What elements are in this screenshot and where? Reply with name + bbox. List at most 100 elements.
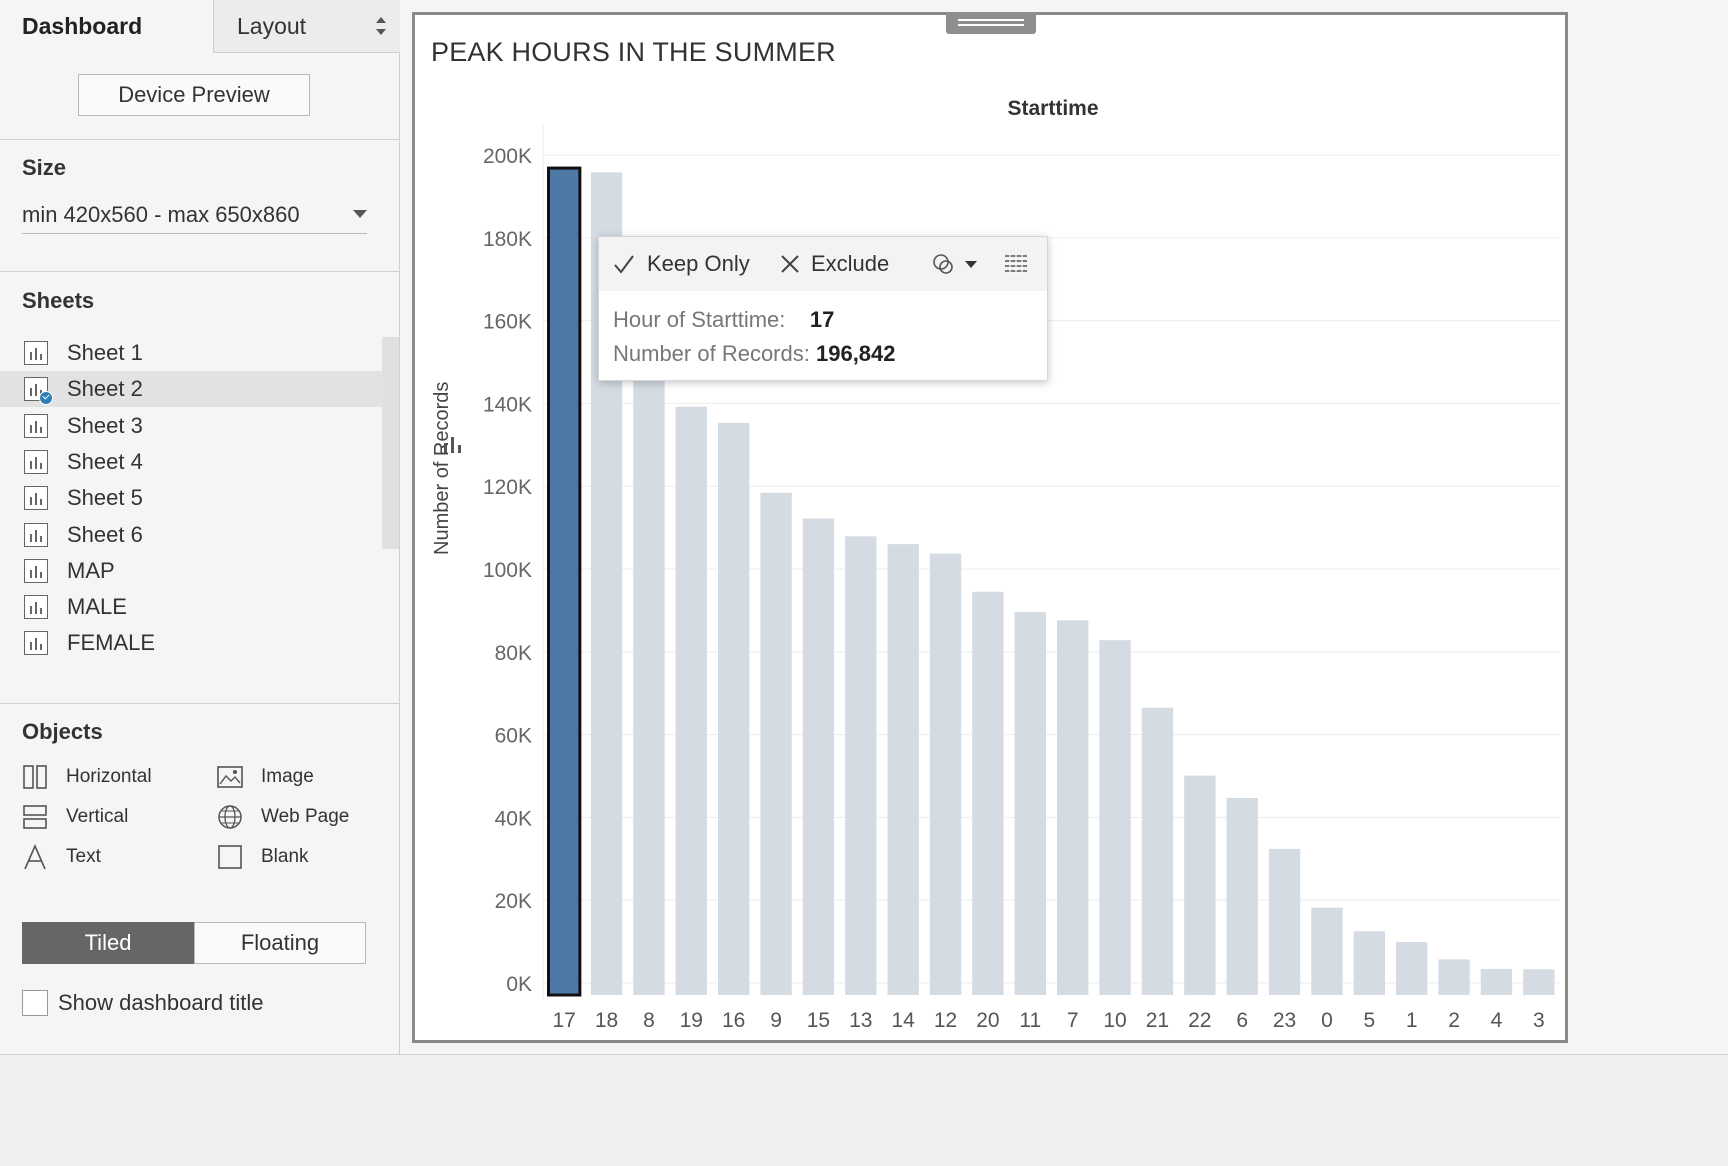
bar[interactable] — [845, 536, 877, 995]
y-tick-label: 60K — [495, 725, 532, 748]
sheet-item[interactable]: Sheet 5 — [0, 480, 382, 516]
sheet-item-label: MALE — [67, 594, 127, 620]
caret-down-icon — [353, 210, 367, 218]
bar[interactable] — [1353, 931, 1385, 995]
x-tick-label: 13 — [849, 1009, 872, 1032]
bar[interactable] — [1438, 959, 1470, 995]
sheet-list-scrollbar[interactable] — [382, 337, 399, 549]
size-dropdown-value: min 420x560 - max 650x860 — [22, 201, 300, 227]
sheet-item[interactable]: Sheet 1 — [0, 335, 382, 371]
x-tick-label: 18 — [595, 1009, 618, 1032]
tooltip-hour-label: Hour of Starttime: — [613, 307, 786, 332]
sheet-item-label: Sheet 5 — [67, 485, 143, 511]
blank-icon — [218, 845, 242, 869]
bar[interactable] — [1184, 775, 1216, 995]
left-panel: Dashboard Layout Device Preview Size min… — [0, 0, 400, 1166]
bar[interactable] — [1523, 969, 1555, 995]
sheet-item[interactable]: Sheet 2 — [0, 371, 382, 408]
worksheet-icon — [24, 522, 48, 547]
exclude-label: Exclude — [811, 251, 890, 276]
sheet-item[interactable]: MAP — [0, 553, 382, 589]
x-tick-label: 0 — [1321, 1009, 1333, 1032]
x-tick-label: 1 — [1406, 1009, 1418, 1032]
worksheet-icon — [24, 558, 48, 583]
show-title-checkbox[interactable] — [22, 990, 48, 1016]
y-axis-title-text: Number of Records — [431, 381, 453, 555]
tiled-button[interactable]: Tiled — [22, 922, 194, 964]
object-text-label: Text — [66, 846, 101, 867]
sheet-item-label: Sheet 1 — [67, 340, 143, 365]
size-dropdown[interactable]: min 420x560 - max 650x860 — [22, 196, 367, 234]
object-text[interactable]: Text — [22, 842, 101, 872]
bar[interactable] — [718, 422, 750, 995]
object-blank-label: Blank — [261, 846, 309, 867]
bar[interactable] — [1141, 707, 1174, 995]
tab-layout[interactable]: Layout — [213, 0, 400, 53]
bar[interactable] — [760, 492, 792, 995]
y-tick-label: 80K — [495, 642, 532, 665]
objects-section-title: Objects — [22, 719, 103, 744]
in-use-check-icon — [39, 391, 53, 406]
x-tick-label: 2 — [1448, 1009, 1460, 1032]
x-tick-label: 4 — [1491, 1009, 1503, 1032]
floating-button[interactable]: Floating — [194, 922, 366, 964]
bar-chart-icon[interactable] — [442, 433, 464, 455]
x-tick-label: 7 — [1067, 1009, 1079, 1032]
sheet-item[interactable]: Sheet 3 — [0, 408, 382, 444]
object-blank[interactable]: Blank — [217, 842, 309, 872]
worksheet-icon — [24, 341, 48, 365]
sort-arrows-icon — [376, 17, 386, 35]
sheet-item-label: Sheet 4 — [67, 448, 143, 474]
bar[interactable] — [1226, 797, 1258, 995]
chart-title: PEAK HOURS IN THE SUMMER — [431, 37, 836, 67]
bar[interactable] — [675, 406, 707, 995]
bar[interactable] — [1268, 848, 1301, 995]
sheet-item-label: Sheet 3 — [67, 412, 143, 438]
x-tick-label: 8 — [643, 1009, 655, 1032]
y-tick-label: 140K — [483, 393, 532, 416]
sheet-item[interactable]: FEMALE — [0, 625, 382, 661]
tab-dashboard[interactable]: Dashboard — [0, 0, 213, 53]
device-preview-button[interactable]: Device Preview — [78, 74, 310, 116]
object-vertical[interactable]: Vertical — [22, 802, 128, 832]
keep-only-label: Keep Only — [647, 251, 750, 276]
sheet-item[interactable]: Sheet 6 — [0, 517, 382, 553]
group-members-button[interactable] — [932, 249, 978, 279]
divider — [0, 703, 400, 704]
x-tick-label: 11 — [1019, 1009, 1041, 1032]
bar[interactable] — [887, 544, 919, 995]
y-tick-label: 40K — [495, 807, 532, 830]
tooltip-records-row: Number of Records: 196,842 — [613, 341, 896, 367]
x-tick-label: 5 — [1363, 1009, 1375, 1032]
object-horizontal-label: Horizontal — [66, 766, 152, 787]
bar[interactable] — [1014, 612, 1046, 995]
caret-down-icon — [965, 261, 977, 268]
tooltip-hour-row: Hour of Starttime: 17 — [613, 307, 834, 333]
view-data-button[interactable] — [1004, 249, 1028, 279]
bar[interactable] — [1311, 907, 1343, 995]
bar[interactable] — [1480, 968, 1513, 995]
bar[interactable] — [1057, 620, 1089, 995]
bar[interactable] — [929, 553, 962, 995]
bar[interactable] — [633, 378, 665, 995]
object-web-page[interactable]: Web Page — [217, 802, 349, 832]
y-tick-label: 160K — [483, 311, 532, 334]
object-horizontal[interactable]: Horizontal — [22, 762, 152, 792]
sheet-item-label: FEMALE — [67, 630, 156, 656]
bar[interactable] — [1396, 942, 1428, 995]
bar[interactable] — [1099, 640, 1131, 995]
text-a-icon — [24, 844, 46, 870]
bar[interactable] — [972, 591, 1004, 995]
x-tick-label: 9 — [770, 1009, 782, 1032]
sheet-item[interactable]: Sheet 4 — [0, 444, 382, 480]
keep-only-button[interactable]: Keep Only — [613, 249, 750, 279]
drag-handle[interactable] — [946, 12, 1036, 34]
x-tick-label: 19 — [680, 1009, 703, 1032]
bar[interactable] — [802, 518, 835, 995]
sheet-item[interactable]: MALE — [0, 589, 382, 625]
horizontal-icon — [23, 765, 47, 789]
exclude-button[interactable]: Exclude — [779, 249, 889, 279]
bar[interactable] — [547, 166, 582, 997]
object-image[interactable]: Image — [217, 762, 314, 792]
column-header: Starttime — [1007, 97, 1099, 120]
